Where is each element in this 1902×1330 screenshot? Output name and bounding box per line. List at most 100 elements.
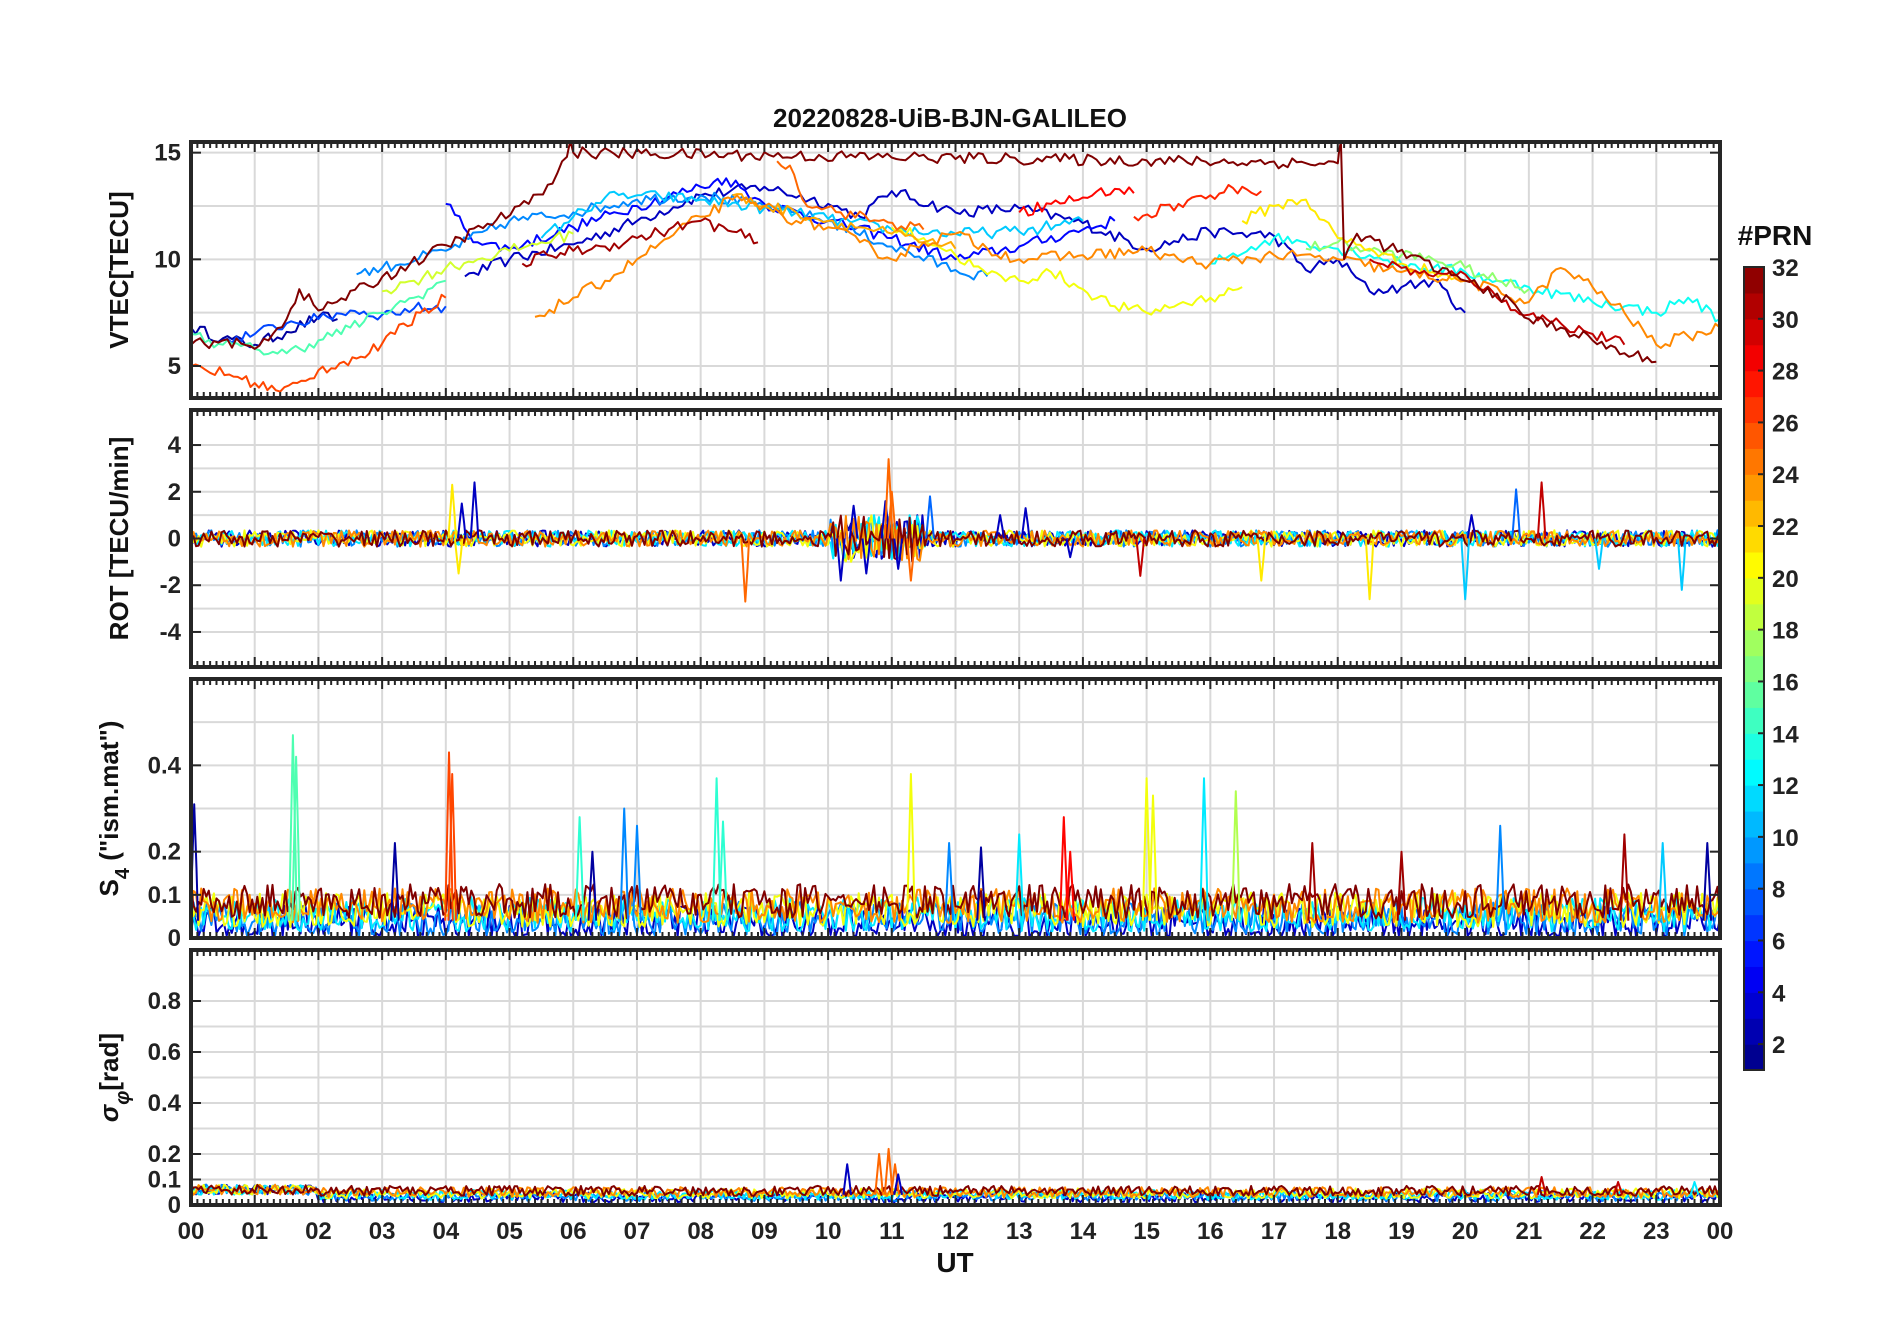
s4-spike-prn-31 (1396, 850, 1407, 921)
sigma_phi-spike-prn-25 (874, 1153, 884, 1195)
colorbar-tick-label: 16 (1772, 669, 1799, 696)
rot-spike-prn-3 (1065, 538, 1075, 559)
vtec-series-prn-27 (1133, 184, 1262, 222)
x-tick-label: 05 (496, 1218, 523, 1245)
y-tick-label: 0.2 (148, 1141, 181, 1168)
x-tick-label: 11 (879, 1218, 904, 1245)
colorbar-step (1744, 733, 1764, 760)
s4-spike-prn-11 (1657, 842, 1668, 921)
colorbar-step (1744, 1018, 1764, 1045)
rot-spike-prn-8 (925, 495, 935, 539)
rot-spike-prn-25 (887, 490, 897, 539)
rot-spike-prn-21 (1364, 538, 1375, 601)
x-tick-label: 10 (815, 1218, 842, 1245)
x-tick-label: 16 (1197, 1218, 1224, 1245)
s4-spike-prn-20 (906, 773, 916, 921)
colorbar-step (1744, 603, 1764, 631)
colorbar-step (1744, 267, 1764, 294)
y-tick-label: 0.1 (148, 1167, 181, 1194)
s4-spike-prn-14 (718, 820, 728, 921)
rot-spike-prn-30 (1536, 481, 1547, 539)
rot-spike-prn-3 (836, 538, 846, 582)
colorbar-tick-label: 8 (1772, 877, 1785, 904)
x-axis-label: UT (936, 1247, 973, 1278)
vtec-series-prn-7 (222, 301, 447, 344)
y-axis-label-rot: ROT [TECU/min] (104, 437, 134, 641)
x-tick-label: 23 (1643, 1218, 1670, 1245)
colorbar-step (1744, 707, 1764, 734)
s4-spike-prn-9 (632, 824, 642, 921)
x-tick-label: 14 (1070, 1218, 1097, 1245)
vtec-series-prn-13 (1210, 232, 1720, 323)
colorbar-tick-label: 32 (1772, 255, 1799, 282)
colorbar-tick-label: 6 (1772, 928, 1785, 955)
y-tick-label: -2 (160, 572, 181, 599)
y-tick-label: 0 (168, 526, 181, 553)
colorbar-step (1744, 759, 1764, 786)
rot-spike-prn-3 (848, 504, 859, 539)
y-axis-label-sigma_phi: σφ[rad] (94, 1033, 134, 1122)
colorbar-step (1744, 992, 1764, 1019)
s4-spike-prn-26 (444, 751, 454, 921)
colorbar-title: #PRN (1738, 220, 1813, 251)
colorbar-tick-label: 24 (1772, 462, 1799, 489)
s4-spike-prn-9 (944, 842, 954, 921)
vtec-series-prn-26 (191, 293, 447, 393)
rot-spike-prn-11 (1594, 538, 1604, 570)
y-tick-label: 0.1 (148, 882, 181, 909)
x-tick-label: 03 (369, 1218, 396, 1245)
vtec-series-prn-25 (776, 160, 925, 231)
colorbar-step (1744, 681, 1764, 708)
panel-s4: 0 0.1 0.2 0.4 S4 ("ism.mat") (94, 677, 1722, 952)
rot-spike-prn-30 (1135, 538, 1146, 577)
s4-spike-prn-2 (587, 850, 598, 921)
x-tick-label: 09 (751, 1218, 778, 1245)
x-tick-label: 21 (1516, 1218, 1543, 1245)
s4-spike-prn-26 (447, 773, 457, 921)
rot-spike-prn-11 (1677, 538, 1687, 591)
colorbar-frame (1743, 266, 1765, 1071)
colorbar-step (1744, 810, 1764, 838)
colorbar-step (1744, 862, 1764, 890)
rot-spike-prn-25 (906, 538, 916, 582)
colorbar-step (1744, 966, 1764, 993)
colorbar-step (1744, 318, 1764, 346)
traces (191, 142, 1720, 393)
vtec-series-prn-19 (381, 230, 574, 295)
s4-spike-prn-9 (619, 807, 629, 921)
colorbar-step (1744, 370, 1764, 398)
sigma_phi-spike-prn-3 (842, 1163, 852, 1195)
panel-vtec: 5 10 15 VTEC[TECU] (104, 140, 1722, 400)
x-tick-label: 22 (1579, 1218, 1606, 1245)
colorbar-step (1744, 448, 1764, 475)
rot-spike-prn-3 (469, 481, 480, 539)
colorbar-tick-label: 2 (1772, 1032, 1785, 1059)
colorbar-step (1744, 836, 1764, 864)
colorbar-tick-label: 20 (1772, 566, 1799, 593)
colorbar-step (1744, 551, 1764, 579)
rot-spike-prn-8 (1511, 488, 1521, 539)
sigma_phi-spike-prn-30 (1613, 1181, 1623, 1196)
colorbar-step (1744, 577, 1764, 605)
s4-spike-prn-12 (1014, 833, 1024, 921)
rot-spike-prn-3 (893, 538, 903, 570)
s4-spike-prn-28 (1065, 850, 1075, 921)
colorbar-tick-label: 28 (1772, 359, 1799, 386)
colorbar-tick-label: 30 (1772, 307, 1799, 334)
vtec-series-prn-20 (891, 226, 1243, 316)
traces (191, 458, 1720, 603)
s4-spike-prn-9 (1495, 824, 1505, 921)
vtec-series-prn-21 (1241, 198, 1466, 283)
y-tick-label: 4 (168, 432, 182, 459)
rot-spike-prn-3 (456, 502, 467, 539)
colorbar-step (1744, 396, 1764, 424)
y-tick-label: 0 (168, 1192, 181, 1219)
chart-title: 20220828-UiB-BJN-GALILEO (773, 103, 1127, 133)
s4-spike-prn-31 (1619, 833, 1630, 921)
sigma_phi-spike-prn-30 (1536, 1176, 1547, 1196)
s4-spike-prn-2 (976, 846, 986, 921)
x-tick-label: 06 (560, 1218, 587, 1245)
vtec-series-prn-23 (732, 193, 957, 250)
